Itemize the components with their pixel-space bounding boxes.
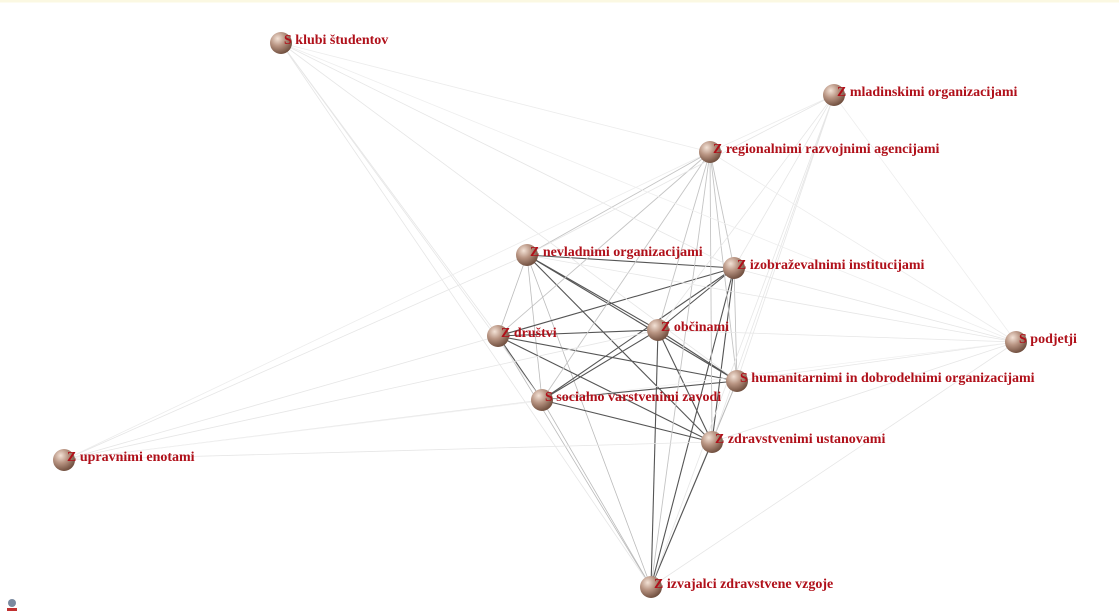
edge [280,42,1017,343]
edge [526,254,1017,343]
edge [657,151,711,331]
edge [833,94,1017,343]
edge [541,329,659,401]
node-label: Z društvi [501,326,557,341]
node-label: S humanitarnimi in dobrodelnimi organiza… [740,371,1035,386]
edge [709,94,835,153]
edge [541,399,652,588]
edge [736,341,1017,382]
edge [526,254,652,588]
edge [497,267,735,337]
edge [63,335,499,461]
node [487,325,509,347]
node [699,141,721,163]
edge [650,341,1017,588]
node-label: Z upravnimi enotami [67,450,195,465]
edges [63,42,1017,588]
edge [650,329,659,588]
edge [526,94,835,256]
edge [497,335,738,382]
edge [709,151,1017,343]
edge [497,254,528,337]
node [701,431,723,453]
edge [541,151,711,401]
edge [650,267,735,588]
edge [526,254,713,443]
edge [709,151,735,269]
edge [657,329,1017,343]
nodes: S klubi študentov Z mladinskimi organizac… [53,32,1077,598]
edge [733,267,738,382]
node [270,32,292,54]
edge [280,42,652,588]
node [647,319,669,341]
edge [657,267,735,331]
edge [63,329,659,461]
edge [526,151,711,256]
edge [650,151,711,588]
node [723,257,745,279]
edge [709,151,713,443]
node-label: Z nevladnimi organizacijami [530,245,703,260]
edge [497,329,659,337]
logo-icon [7,599,17,611]
edge [526,254,738,382]
edge [733,267,1017,343]
edge [63,254,528,461]
node [1005,331,1027,353]
node [823,84,845,106]
edge [526,254,735,269]
node-label: S socialno varstvenimi zavodi [545,390,721,405]
edge [733,94,835,269]
edge [650,94,835,588]
node-label: Z izobraževalnimi institucijami [737,258,925,273]
node-label: Z mladinskimi organizacijami [837,85,1018,100]
edge [541,399,713,443]
edge [650,441,713,588]
edge [497,335,713,443]
edge [657,94,835,331]
node-label: Z izvajalci zdravstvene vzgoje [654,577,833,592]
node-label: S podjetji [1019,332,1077,347]
node-label: Z regionalnimi razvojnimi agencijami [713,142,940,157]
node-label: Z zdravstvenimi ustanovami [715,432,885,447]
edge [280,42,735,269]
node [53,449,75,471]
node [516,244,538,266]
edge [63,441,713,461]
node [640,576,662,598]
node [726,370,748,392]
node [531,389,553,411]
edge [497,335,652,588]
edge [280,42,711,153]
edge [657,329,738,382]
node-label: S klubi študentov [284,33,388,48]
node-label: Z občinami [661,320,729,335]
edge [711,341,1017,443]
edge [63,151,711,461]
edge [526,254,543,401]
edge [497,151,711,337]
